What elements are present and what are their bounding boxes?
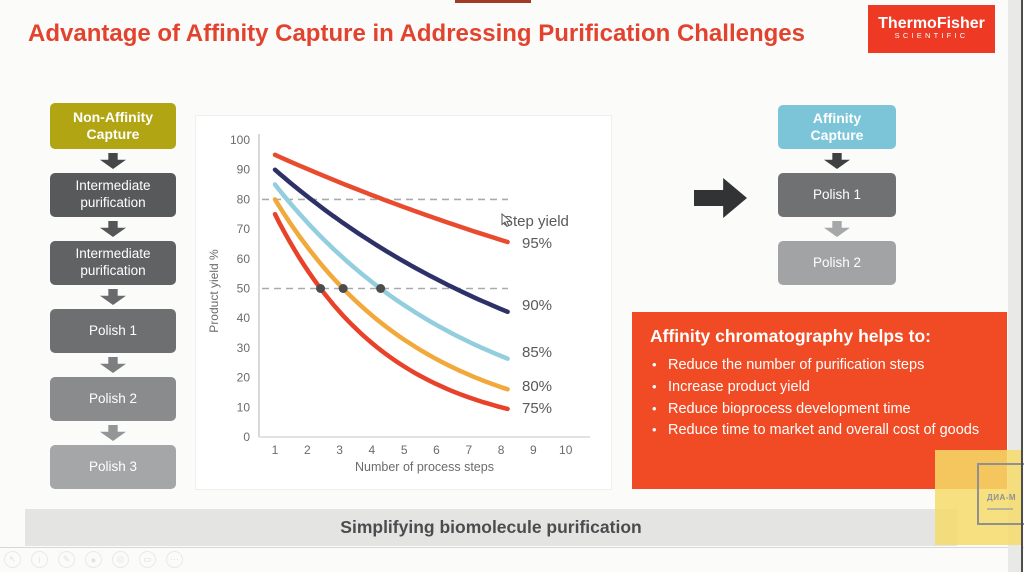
transition-arrow-icon <box>694 178 747 218</box>
svg-text:50: 50 <box>237 282 251 296</box>
flow-step-non-affinity-capture: Non-Affinity Capture <box>50 103 176 149</box>
bullet-icon: • <box>652 378 657 394</box>
flow-step-intermediate-1: Intermediate purification <box>50 173 176 217</box>
logo-subtitle: SCIENTIFIC <box>894 31 969 40</box>
affinity-workflow: Affinity Capture Polish 1 Polish 2 <box>778 105 896 285</box>
series-label-75: 75% <box>522 400 553 417</box>
slide-bottom-edge <box>0 547 1024 548</box>
benefit-item: • Reduce bioprocess development time <box>650 399 991 421</box>
svg-text:90: 90 <box>237 163 251 177</box>
svg-text:10: 10 <box>559 443 573 457</box>
svg-text:100: 100 <box>230 133 250 147</box>
arrow-down-icon <box>100 289 126 305</box>
legend-title: Step yield <box>501 213 569 230</box>
yield-chart: 0 10 20 30 40 50 60 70 80 90 100 1 2 3 4 5 6 7 8 9 10 Produc… <box>195 115 612 490</box>
non-affinity-workflow: Non-Affinity Capture Intermediate purifi… <box>50 103 176 489</box>
pen-icon[interactable]: ✎ <box>58 551 75 568</box>
watermark-frame: ДИА-М <box>977 463 1024 525</box>
bullet-icon: • <box>652 422 657 438</box>
svg-text:30: 30 <box>237 341 251 355</box>
svg-text:1: 1 <box>272 443 279 457</box>
svg-text:8: 8 <box>498 443 505 457</box>
benefit-item: • Reduce the number of purification steps <box>650 355 991 377</box>
pointer-icon[interactable]: ↖ <box>4 551 21 568</box>
svg-text:60: 60 <box>237 252 251 266</box>
y-axis-label: Product yield % <box>207 249 221 333</box>
benefits-title: Affinity chromatography helps to: <box>650 326 931 346</box>
flow-step-polish-2: Polish 2 <box>50 377 176 421</box>
svg-text:5: 5 <box>401 443 408 457</box>
series-label-90: 90% <box>522 297 553 314</box>
benefit-item: • Increase product yield <box>650 377 991 399</box>
series-label-95: 95% <box>522 235 553 252</box>
arrow-down-icon <box>100 153 126 169</box>
svg-text:40: 40 <box>237 311 251 325</box>
bullet-icon: • <box>652 400 657 416</box>
page-title: Advantage of Affinity Capture in Address… <box>28 20 805 47</box>
arrow-down-icon <box>100 425 126 441</box>
right-edge-strip <box>1008 0 1021 572</box>
flow-step-affinity-capture: Affinity Capture <box>778 105 896 149</box>
svg-text:70: 70 <box>237 222 251 236</box>
svg-text:6: 6 <box>433 443 440 457</box>
series-label-85: 85% <box>522 344 553 361</box>
benefits-list: • Reduce the number of purification steps… <box>650 355 991 442</box>
svg-text:9: 9 <box>530 443 537 457</box>
flow-step-polish-2: Polish 2 <box>778 241 896 285</box>
series-label-80: 80% <box>522 378 553 395</box>
chart-canvas: 0 10 20 30 40 50 60 70 80 90 100 1 2 3 4 5 6 7 8 9 10 <box>230 133 590 457</box>
flow-step-intermediate-2: Intermediate purification <box>50 241 176 285</box>
svg-text:2: 2 <box>304 443 311 457</box>
watermark-subtext-line <box>987 508 1013 510</box>
arrow-down-icon <box>824 153 850 169</box>
flow-step-polish-3: Polish 3 <box>50 445 176 489</box>
x-axis-label: Number of process steps <box>355 460 494 474</box>
watermark-text: ДИА-М <box>987 493 1017 502</box>
watermark-note: ДИА-М <box>935 450 1024 545</box>
svg-text:7: 7 <box>465 443 472 457</box>
more-icon[interactable]: ⋯ <box>166 551 183 568</box>
logo-wordmark: ThermoFisher <box>878 15 985 32</box>
record-icon[interactable]: ● <box>85 551 102 568</box>
info-icon[interactable]: i <box>31 551 48 568</box>
magnifier-icon[interactable]: ◎ <box>112 551 129 568</box>
arrow-down-icon <box>824 221 850 237</box>
bullet-icon: • <box>652 357 657 372</box>
svg-text:4: 4 <box>369 443 376 457</box>
svg-text:3: 3 <box>336 443 343 457</box>
window-edge-line <box>1021 0 1023 572</box>
thermofisher-logo: ThermoFisher SCIENTIFIC <box>868 5 995 53</box>
footer-text: Simplifying biomolecule purification <box>340 517 642 537</box>
benefit-item: • Reduce time to market and overall cost … <box>650 420 991 442</box>
flow-step-polish-1: Polish 1 <box>50 309 176 353</box>
footer-banner: Simplifying biomolecule purification <box>25 509 957 546</box>
toolbar-icons: ↖ i ✎ ● ◎ ▭ ⋯ <box>4 551 183 568</box>
arrow-down-icon <box>100 357 126 373</box>
flow-step-polish-1: Polish 1 <box>778 173 896 217</box>
arrow-down-icon <box>100 221 126 237</box>
svg-text:10: 10 <box>237 400 251 414</box>
svg-text:0: 0 <box>243 430 250 444</box>
top-edge-sliver <box>455 0 531 3</box>
svg-text:20: 20 <box>237 371 251 385</box>
svg-text:80: 80 <box>237 192 251 206</box>
screen-icon[interactable]: ▭ <box>139 551 156 568</box>
